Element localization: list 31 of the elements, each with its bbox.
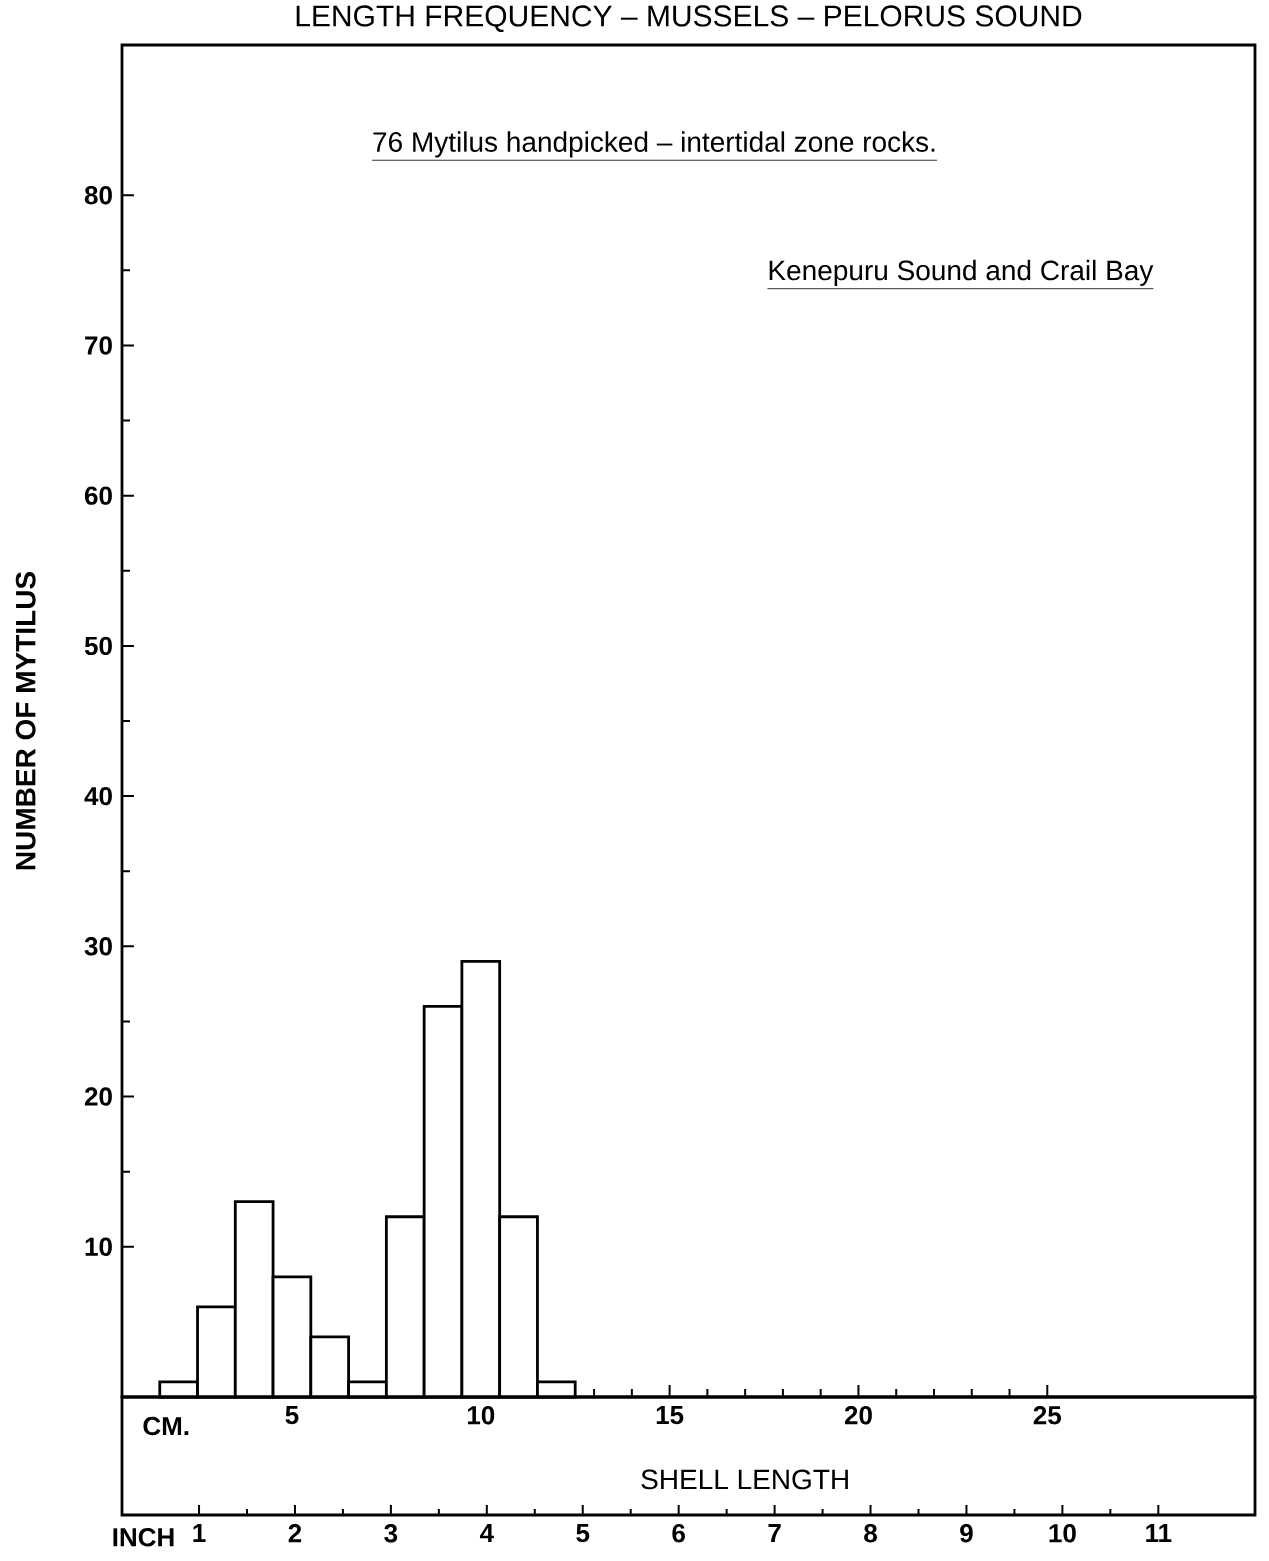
x2-axis-title: INCH <box>113 1528 174 1547</box>
text: CM. <box>143 1416 189 1436</box>
y-tick-label: 10 <box>85 1237 112 1256</box>
x2-tick-label: 2 <box>288 1524 302 1543</box>
y-tick-label: 30 <box>84 937 112 956</box>
x-tick-label: 5 <box>285 1406 299 1425</box>
y-tick-label: 60 <box>84 486 112 505</box>
y-tick-label: 40 <box>84 786 112 806</box>
x2-tick-label: 10 <box>1049 1524 1076 1543</box>
x-tick-label: 25 <box>1033 1406 1062 1425</box>
x2-tick-label: 8 <box>864 1524 877 1543</box>
y-axis-title: NUMBER OF MYTILUS <box>15 572 36 870</box>
x2-tick-label: 1 <box>193 1524 206 1542</box>
y-tick-label: 20 <box>84 1087 112 1106</box>
x2-tick-label: 6 <box>672 1524 685 1543</box>
x2-tick-label: 5 <box>576 1524 590 1543</box>
y-tick-label: 50 <box>84 636 112 656</box>
x2-tick-label: 9 <box>960 1524 973 1543</box>
x2-tick-label: 7 <box>768 1524 781 1542</box>
x-tick-label: 15 <box>656 1406 684 1425</box>
x-tick-label: 20 <box>844 1406 872 1425</box>
x2-tick-label: 4 <box>479 1524 494 1542</box>
y-tick-label: 80 <box>84 186 112 205</box>
annotation: Kenepuru Sound and Crail Bay <box>769 259 1154 286</box>
x2-tick-label: 11 <box>1146 1524 1172 1542</box>
x-axis-title: SHELL LENGTH <box>641 1469 848 1490</box>
x2-tick-label: 3 <box>384 1524 398 1543</box>
text: 76 Mytilus handpicked – intertidal zone rocks. <box>373 131 935 158</box>
chart-title: LENGTH FREQUENCY – MUSSELS – PELORUS SOUND <box>296 5 1082 32</box>
y-tick-label: 70 <box>85 336 112 355</box>
x-tick-label: 10 <box>467 1406 495 1425</box>
